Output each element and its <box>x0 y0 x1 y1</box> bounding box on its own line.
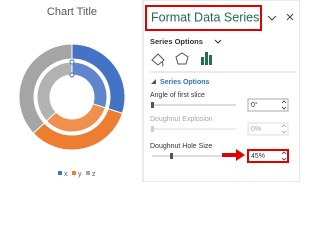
value-text: 45% <box>251 153 265 160</box>
series-icon[interactable] <box>201 52 212 65</box>
pane-title: Format Data Series <box>151 10 259 24</box>
legend-swatch <box>72 171 76 175</box>
highlight-box <box>145 5 262 31</box>
spinner <box>281 124 287 134</box>
spinner[interactable] <box>281 151 287 161</box>
field-label: Doughnut Explosion <box>150 116 213 123</box>
pane-menu[interactable] <box>267 15 277 21</box>
section-title[interactable]: Series Options <box>160 79 210 86</box>
red-arrow <box>222 149 245 161</box>
value-text: 0% <box>251 126 261 133</box>
legend-label: z <box>92 171 96 178</box>
value-input[interactable] <box>247 98 289 112</box>
spinner[interactable] <box>281 100 287 110</box>
tab-arrow[interactable] <box>214 39 222 44</box>
legend-label: y <box>78 171 82 178</box>
slider-thumb[interactable] <box>151 126 154 132</box>
value-input <box>247 122 289 136</box>
value-text: 0° <box>251 101 258 109</box>
doughnut-slice[interactable] <box>18 43 73 134</box>
chart-title: Chart Title <box>47 6 97 18</box>
slider-thumb[interactable] <box>151 102 154 108</box>
selection-handle <box>69 59 75 65</box>
effects-icon[interactable] <box>175 52 189 65</box>
options-tab[interactable]: Series Options <box>150 37 203 46</box>
chart-area: Chart Title x y z <box>18 6 126 178</box>
fields: Angle of first slice 0° Doughnut Explosion… <box>150 92 289 163</box>
section-toggle[interactable] <box>151 79 156 84</box>
field-label: Angle of first slice <box>150 92 205 99</box>
legend-swatch <box>86 171 90 175</box>
legend-label: x <box>64 171 68 178</box>
selection-handle <box>69 72 75 78</box>
screen: Chart Title x y z Format Data Series Serie… <box>18 0 300 182</box>
legend-swatch <box>58 171 62 175</box>
fill-icon[interactable] <box>151 53 165 67</box>
field-label: Doughnut Hole Size <box>150 143 212 150</box>
value-input[interactable] <box>247 149 289 163</box>
slider-thumb[interactable] <box>170 153 173 159</box>
close-button[interactable] <box>286 13 294 21</box>
